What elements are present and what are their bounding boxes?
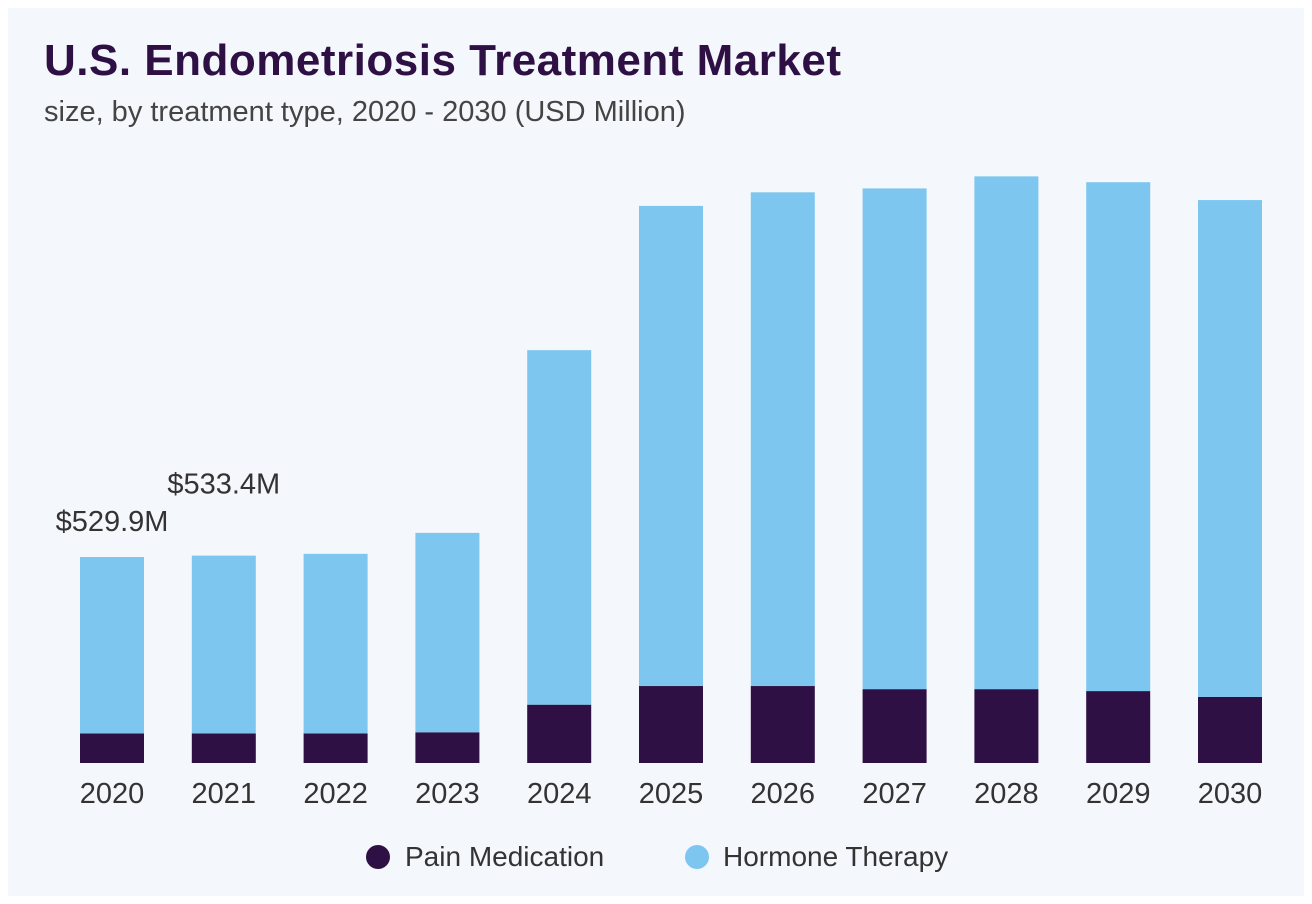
bar-hormone-therapy-2025 bbox=[639, 205, 703, 687]
bar-hormone-therapy-2029 bbox=[1086, 182, 1151, 692]
bar-pain-medication-2029 bbox=[1086, 691, 1151, 763]
bar-hormone-therapy-2024 bbox=[527, 350, 592, 705]
x-tick-label: 2021 bbox=[192, 778, 257, 810]
bar-pain-medication-2023 bbox=[415, 732, 480, 763]
bar-pain-medication-2020 bbox=[80, 733, 144, 763]
x-tick-label: 2028 bbox=[974, 778, 1039, 810]
bar-pain-medication-2024 bbox=[527, 704, 592, 763]
bar-hormone-therapy-2022 bbox=[303, 553, 368, 734]
data-label-2020: $529.9M bbox=[56, 506, 169, 538]
legend-item-hormone-therapy: Hormone Therapy bbox=[685, 841, 948, 872]
bar-hormone-therapy-2020 bbox=[80, 557, 144, 734]
x-tick-label: 2023 bbox=[415, 778, 480, 810]
bar-pain-medication-2027 bbox=[862, 689, 927, 763]
bar-pain-medication-2026 bbox=[750, 686, 815, 763]
x-tick-label: 2030 bbox=[1198, 778, 1263, 810]
bar-pain-medication-2021 bbox=[191, 733, 256, 763]
x-tick-label: 2024 bbox=[527, 778, 592, 810]
x-tick-label: 2027 bbox=[862, 778, 927, 810]
x-tick-label: 2029 bbox=[1086, 778, 1151, 810]
bar-pain-medication-2030 bbox=[1198, 696, 1262, 763]
legend-swatch-pain-medication bbox=[366, 845, 390, 869]
bar-hormone-therapy-2021 bbox=[191, 555, 256, 734]
bar-hormone-therapy-2023 bbox=[415, 532, 480, 733]
x-tick-label: 2025 bbox=[639, 778, 704, 810]
legend-label-hormone-therapy: Hormone Therapy bbox=[723, 841, 948, 872]
bar-hormone-therapy-2027 bbox=[862, 188, 927, 690]
bar-hormone-therapy-2028 bbox=[974, 176, 1039, 690]
legend-item-pain-medication: Pain Medication bbox=[366, 841, 604, 872]
chart-title: U.S. Endometriosis Treatment Market bbox=[44, 36, 842, 85]
chart-subtitle: size, by treatment type, 2020 - 2030 (US… bbox=[44, 96, 686, 128]
x-tick-label: 2026 bbox=[751, 778, 816, 810]
x-tick-label: 2020 bbox=[80, 778, 145, 810]
legend-label-pain-medication: Pain Medication bbox=[405, 841, 604, 872]
data-label-2021: $533.4M bbox=[167, 469, 280, 501]
bar-hormone-therapy-2026 bbox=[750, 192, 815, 687]
bar-pain-medication-2022 bbox=[303, 733, 368, 763]
bar-hormone-therapy-2030 bbox=[1198, 200, 1262, 697]
bar-pain-medication-2025 bbox=[639, 686, 703, 763]
x-tick-label: 2022 bbox=[303, 778, 368, 810]
legend: Pain Medication Hormone Therapy bbox=[366, 841, 948, 872]
legend-swatch-hormone-therapy bbox=[685, 845, 709, 869]
bar-pain-medication-2028 bbox=[974, 689, 1039, 763]
